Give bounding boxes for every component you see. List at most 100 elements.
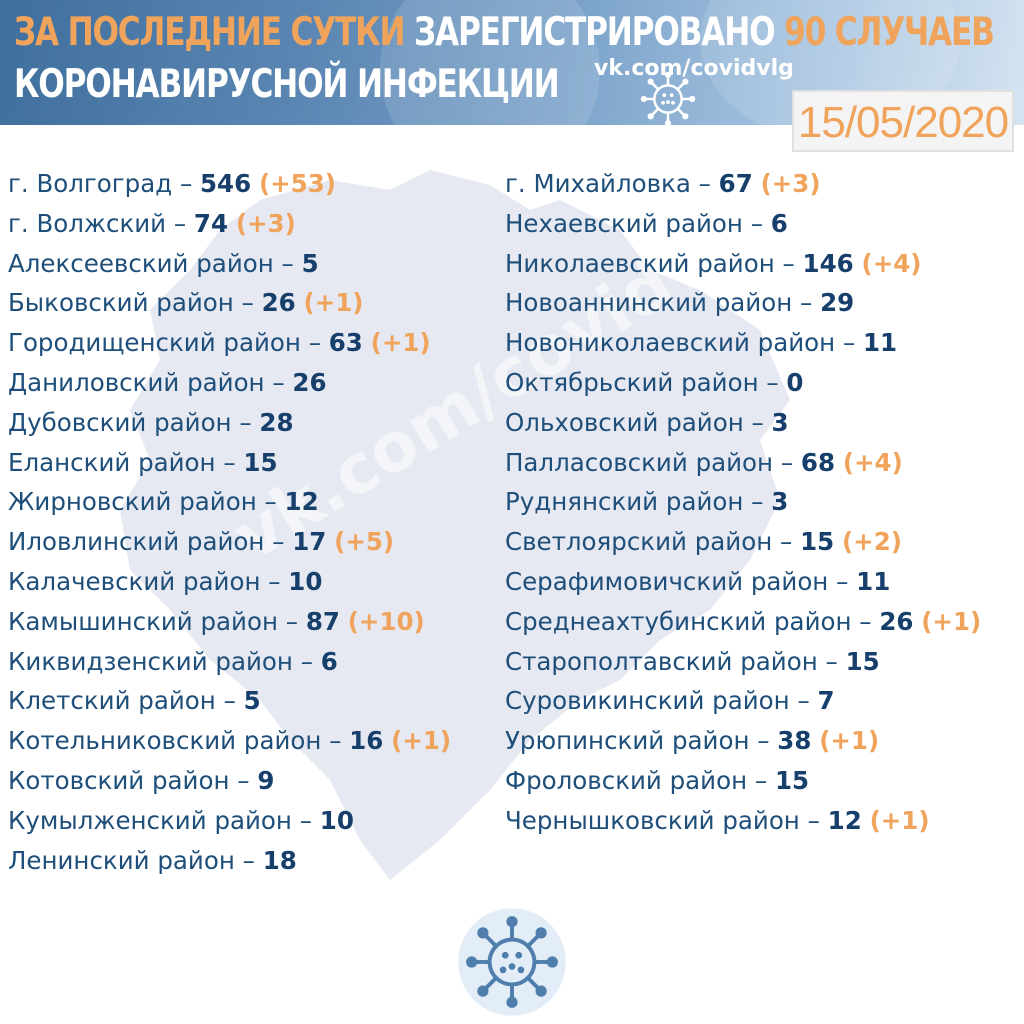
vk-link[interactable]: vk.com/covidvlg [594,56,794,81]
case-count: 15 [774,765,810,795]
case-delta: (+10) [347,606,425,636]
district-row: Нехаевский район – 6 [505,208,788,238]
district-name: Даниловский район [8,367,265,397]
case-delta: (+4) [861,248,922,278]
district-name: Ольховский район [505,407,744,437]
district-list-right: г. Михайловка – 67 (+3) Нехаевский район … [505,164,981,841]
district-name: Дубовский район [8,407,232,437]
headline-part3: 90 СЛУЧАЕВ [784,10,995,55]
header-banner: ЗА ПОСЛЕДНИЕ СУТКИ ЗАРЕГИСТРИРОВАНО 90 С… [0,0,1024,125]
district-row: Алексеевский район – 5 [8,248,319,278]
district-row: Еланский район – 15 [8,447,278,477]
district-name: Руднянский район [505,487,744,517]
case-count: 17 [292,527,327,557]
case-count: 15 [845,646,880,676]
district-row: Жирновский район – 12 [8,487,319,517]
district-row: Чернышковский район – 12 (+1) [505,805,930,835]
district-row: Среднеахтубинский район – 26 (+1) [505,606,982,636]
case-delta: (+53) [258,169,336,198]
district-row: Палласовский район – 68 (+4) [505,447,903,477]
district-row: Николаевский район – 146 (+4) [505,248,922,278]
district-row: Новоаннинский район – 29 [505,288,855,318]
district-name: Кумылженский район [8,805,292,835]
case-count: 87 [305,606,340,636]
case-delta: (+3) [235,208,296,238]
case-count: 29 [820,288,855,318]
district-name: Клетский район [8,686,216,716]
case-count: 18 [262,845,297,875]
district-name: Иловлинский район [8,527,265,557]
district-row: Новониколаевский район – 11 [505,328,898,358]
district-name: Городищенский район [8,328,301,358]
district-row: Кумылженский район – 10 [8,805,354,835]
district-name: Новоаннинский район [505,288,793,318]
district-row: Даниловский район – 26 [8,367,327,397]
district-name: г. Волгоград [8,169,173,198]
case-delta: (+4) [842,447,903,477]
case-delta: (+3) [760,169,821,198]
district-row: Ольховский район – 3 [505,407,789,437]
district-row: Городищенский район – 63 (+1) [8,328,431,358]
virus-icon [458,908,566,1016]
district-name: г. Михайловка [505,169,691,198]
case-count: 11 [856,566,891,596]
case-count: 15 [800,527,835,557]
district-name: Старополтавский район [505,646,818,676]
district-name: Котельниковский район [8,726,322,756]
case-count: 0 [786,367,804,397]
virus-icon [640,71,696,125]
district-name: Нехаевский район [505,208,743,238]
district-name: Светлоярский район [505,527,773,557]
case-count: 7 [817,686,835,716]
case-delta: (+1) [921,606,982,636]
district-row: Котельниковский район – 16 (+1) [8,726,452,756]
district-row: г. Михайловка – 67 (+3) [505,169,821,198]
case-count: 26 [292,367,327,397]
district-name: Октябрьский район [505,367,759,397]
district-name: Урюпинский район [505,726,750,756]
district-row: Светлоярский район – 15 (+2) [505,527,902,557]
headline-line1: ЗА ПОСЛЕДНИЕ СУТКИ ЗАРЕГИСТРИРОВАНО 90 С… [14,10,995,55]
case-delta: (+1) [819,726,880,756]
district-name: Ленинский район [8,845,235,875]
district-row: Урюпинский район – 38 (+1) [505,726,880,756]
case-count: 16 [349,726,384,756]
district-name: Серафимовичский район [505,566,829,596]
case-delta: (+1) [370,328,431,358]
case-delta: (+1) [303,288,364,318]
district-row: Котовский район – 9 [8,765,275,795]
case-delta: (+2) [841,527,902,557]
headline-part1: ЗА ПОСЛЕДНИЕ СУТКИ [14,10,406,55]
district-name: Чернышковский район [505,805,800,835]
district-name: Котовский район [8,765,230,795]
case-count: 63 [328,328,363,358]
case-count: 6 [320,646,338,676]
district-row: Киквидзенский район – 6 [8,646,338,676]
case-count: 10 [319,805,354,835]
district-name: Камышинский район [8,606,278,636]
case-count: 9 [257,765,275,795]
district-row: Серафимовичский район – 11 [505,566,891,596]
case-count: 3 [771,487,789,517]
case-count: 10 [288,566,323,596]
case-delta: (+5) [334,527,395,557]
district-name: Новониколаевский район [505,328,836,358]
report-date: 15/05/2020 [797,98,1009,147]
district-row: г. Волжский – 74 (+3) [8,208,296,238]
decor-blob [380,0,600,125]
case-count: 74 [193,208,229,238]
district-row: Калачевский район – 10 [8,566,323,596]
district-name: Палласовский район [505,447,774,477]
case-count: 5 [301,248,319,278]
date-box: 15/05/2020 [792,90,1014,152]
district-name: Жирновский район [8,487,257,517]
case-delta: (+1) [869,805,930,835]
case-count: 11 [862,328,898,358]
district-name: Быковский район [8,288,234,318]
district-row: Старополтавский район – 15 [505,646,880,676]
case-count: 15 [243,447,278,477]
district-row: Ленинский район – 18 [8,845,297,875]
district-row: Иловлинский район – 17 (+5) [8,527,395,557]
case-count: 26 [879,606,914,636]
district-name: Николаевский район [505,248,775,278]
